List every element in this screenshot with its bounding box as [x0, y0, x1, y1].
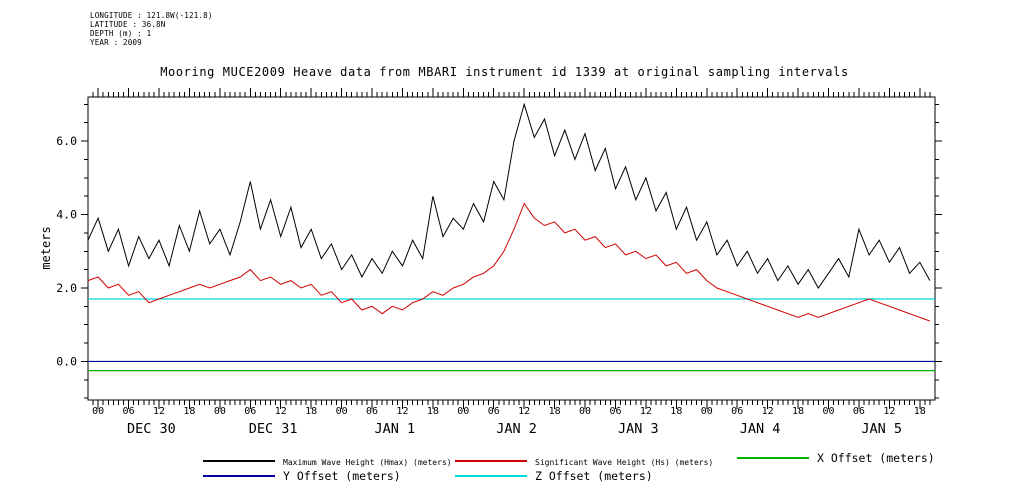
- hour-tick-label: 18: [914, 406, 926, 417]
- legend-item-hmax: Maximum Wave Height (Hmax) (meters): [203, 450, 452, 469]
- legend-label-hs: Significant Wave Height (Hs) (meters): [535, 458, 714, 467]
- hour-tick-label: 06: [123, 406, 135, 417]
- hour-tick-label: 06: [366, 406, 378, 417]
- hour-tick-label: 12: [518, 406, 530, 417]
- legend-item-y-offset: Y Offset (meters): [203, 465, 401, 484]
- plot-frame: [87, 96, 936, 401]
- day-label: DEC 31: [249, 421, 298, 437]
- hs-line-swatch: [455, 459, 527, 462]
- hour-tick-label: 00: [457, 406, 469, 417]
- day-label: JAN 4: [740, 421, 781, 437]
- hour-tick-label: 00: [336, 406, 348, 417]
- hour-tick-label: 00: [701, 406, 713, 417]
- hour-tick-label: 06: [609, 406, 621, 417]
- header-info-block: LONGITUDE : 121.8W(-121.8) LATITUDE : 36…: [90, 11, 213, 47]
- hour-tick-label: 00: [92, 406, 104, 417]
- day-label: JAN 2: [496, 421, 537, 437]
- series-hmax-line: [87, 102, 931, 289]
- latitude-text: LATITUDE : 36.8N: [90, 20, 166, 29]
- y-tick-label: 4.0: [56, 208, 77, 222]
- longitude-text: LONGITUDE : 121.8W(-121.8): [90, 11, 213, 20]
- day-label: DEC 30: [127, 421, 176, 437]
- hour-tick-label: 06: [853, 406, 865, 417]
- legend-item-x-offset: X Offset (meters): [737, 447, 935, 466]
- hour-tick-label: 06: [731, 406, 743, 417]
- y-offset-line-swatch: [203, 474, 275, 477]
- y-axis-label: meters: [39, 226, 53, 270]
- hour-tick-label: 18: [305, 406, 317, 417]
- day-label: JAN 3: [618, 421, 659, 437]
- y-tick-label: 0.0: [56, 354, 77, 368]
- z-offset-line-swatch: [455, 474, 527, 477]
- hour-tick-label: 00: [822, 406, 834, 417]
- hour-tick-label: 12: [275, 406, 287, 417]
- hour-tick-label: 18: [792, 406, 804, 417]
- hour-tick-label: 12: [396, 406, 408, 417]
- chart-title: Mooring MUCE2009 Heave data from MBARI i…: [160, 65, 849, 79]
- hour-tick-label: 12: [883, 406, 895, 417]
- depth-text: DEPTH (m) : 1: [90, 29, 152, 38]
- day-label: JAN 1: [375, 421, 416, 437]
- hour-tick-label: 00: [214, 406, 226, 417]
- hour-tick-label: 18: [427, 406, 439, 417]
- hour-tick-label: 06: [488, 406, 500, 417]
- hour-tick-label: 12: [762, 406, 774, 417]
- hour-tick-label: 00: [579, 406, 591, 417]
- legend-label-y-offset: Y Offset (meters): [283, 469, 401, 483]
- legend-item-hs: Significant Wave Height (Hs) (meters): [455, 450, 713, 469]
- year-text: YEAR : 2009: [90, 38, 142, 47]
- legend-item-z-offset: Z Offset (meters): [455, 465, 653, 484]
- legend-label-z-offset: Z Offset (meters): [535, 469, 653, 483]
- hour-tick-label: 18: [549, 406, 561, 417]
- y-tick-label: 6.0: [56, 134, 77, 148]
- hour-tick-label: 18: [183, 406, 195, 417]
- hmax-line-swatch: [203, 459, 275, 462]
- hour-tick-label: 12: [640, 406, 652, 417]
- hour-tick-label: 12: [153, 406, 165, 417]
- legend-label-hmax: Maximum Wave Height (Hmax) (meters): [283, 458, 452, 467]
- y-tick-label: 2.0: [56, 281, 77, 295]
- day-label: JAN 5: [861, 421, 902, 437]
- series-hs-line: [87, 202, 931, 322]
- legend-label-x-offset: X Offset (meters): [817, 451, 935, 465]
- hour-tick-label: 06: [244, 406, 256, 417]
- hour-tick-label: 18: [670, 406, 682, 417]
- x-offset-line-swatch: [737, 456, 809, 459]
